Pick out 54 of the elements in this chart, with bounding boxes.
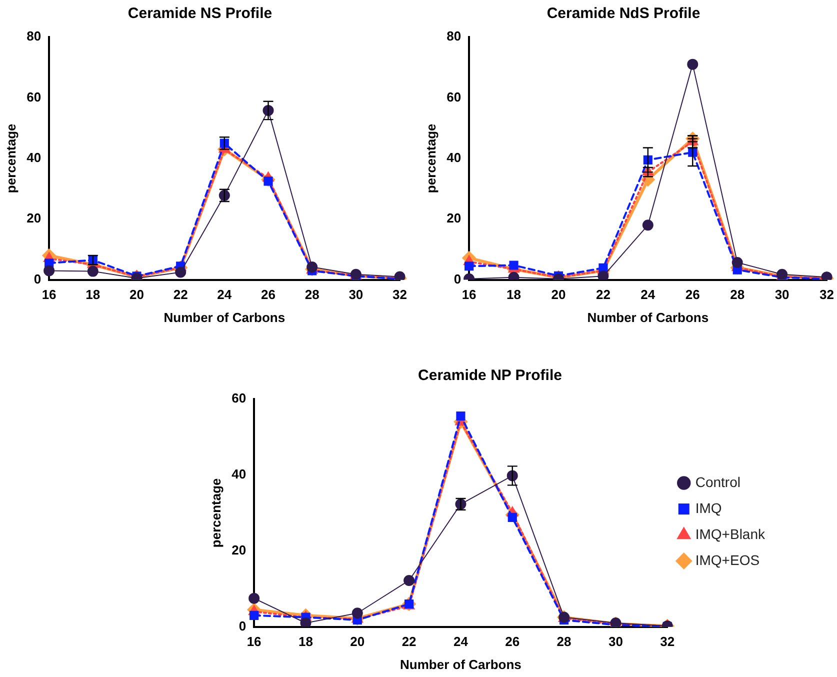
x-tick-label: 30 bbox=[608, 634, 623, 650]
x-tick-label: 16 bbox=[462, 287, 476, 302]
y-tick-label: 20 bbox=[446, 210, 462, 226]
legend-label: Control bbox=[695, 474, 741, 490]
x-tick-label: 26 bbox=[685, 287, 700, 302]
x-tick-label: 28 bbox=[730, 287, 745, 302]
x-tick-label: 30 bbox=[774, 287, 790, 302]
chart-title: Ceramide NP Profile bbox=[418, 367, 562, 384]
x-tick-label: 16 bbox=[246, 634, 262, 650]
legend-label: IMQ bbox=[695, 500, 722, 516]
x-tick-label: 20 bbox=[551, 287, 566, 302]
chart-title: Ceramide NdS Profile bbox=[546, 5, 700, 22]
y-tick-label: 80 bbox=[446, 28, 462, 44]
x-tick-label: 22 bbox=[173, 287, 188, 302]
x-tick-label: 32 bbox=[660, 634, 675, 650]
x-axis-title: Number of Carbons bbox=[587, 310, 709, 325]
y-tick-label: 60 bbox=[232, 390, 246, 406]
y-tick-label: 20 bbox=[26, 210, 42, 226]
x-tick-label: 20 bbox=[350, 634, 365, 650]
x-tick-label: 26 bbox=[505, 634, 520, 650]
x-tick-label: 18 bbox=[298, 634, 313, 650]
y-tick-label: 80 bbox=[26, 28, 42, 44]
y-axis-title: percentage bbox=[208, 478, 224, 548]
x-tick-label: 28 bbox=[304, 287, 320, 302]
y-axis-title: percentage bbox=[423, 124, 438, 194]
legend-label: IMQ+EOS bbox=[695, 552, 760, 568]
y-tick-label: 40 bbox=[26, 150, 42, 165]
x-tick-label: 26 bbox=[261, 287, 276, 302]
y-tick-label: 20 bbox=[232, 542, 246, 558]
y-axis-title: percentage bbox=[3, 124, 18, 194]
x-tick-label: 32 bbox=[820, 287, 834, 302]
x-tick-label: 22 bbox=[596, 287, 610, 302]
x-tick-label: 22 bbox=[402, 634, 416, 650]
y-tick-label: 0 bbox=[454, 271, 462, 286]
x-tick-label: 24 bbox=[640, 287, 656, 302]
y-tick-label: 60 bbox=[446, 89, 462, 104]
y-tick-label: 0 bbox=[34, 271, 42, 286]
x-tick-label: 16 bbox=[42, 287, 56, 302]
x-tick-label: 32 bbox=[392, 287, 408, 302]
y-tick-label: 0 bbox=[238, 618, 246, 634]
y-tick-label: 40 bbox=[446, 150, 462, 165]
x-tick-label: 20 bbox=[130, 287, 144, 302]
x-tick-label: 30 bbox=[348, 287, 364, 302]
x-axis-title: Number of Carbons bbox=[164, 310, 286, 325]
y-tick-label: 60 bbox=[26, 89, 42, 104]
y-tick-label: 40 bbox=[232, 466, 246, 482]
x-tick-label: 28 bbox=[556, 634, 572, 650]
x-tick-label: 18 bbox=[506, 287, 522, 302]
chart-title: Ceramide NS Profile bbox=[128, 5, 272, 22]
x-tick-label: 24 bbox=[217, 287, 232, 302]
x-axis-title: Number of Carbons bbox=[400, 656, 522, 672]
x-tick-label: 24 bbox=[453, 634, 469, 650]
x-tick-label: 18 bbox=[86, 287, 100, 302]
legend-label: IMQ+Blank bbox=[695, 526, 766, 542]
